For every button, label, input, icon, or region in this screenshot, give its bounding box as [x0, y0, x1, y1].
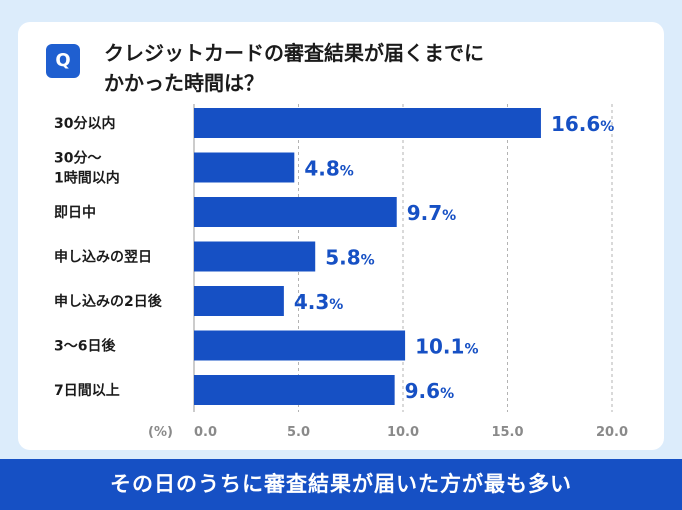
x-axis-unit-label: (%): [148, 425, 173, 440]
bars: [194, 108, 541, 405]
bar: [194, 152, 295, 183]
value-label: 4.8%: [304, 157, 353, 181]
category-label: 3〜6日後: [54, 338, 116, 355]
category-label: 申し込みの翌日: [54, 249, 152, 266]
value-label: 9.7%: [407, 201, 456, 225]
question-badge: Q: [46, 44, 80, 78]
category-label: 7日間以上: [54, 383, 120, 399]
footer-banner: その日のうちに審査結果が届いた方が最も多い: [0, 459, 682, 510]
bar: [194, 286, 284, 316]
bar: [194, 108, 541, 138]
value-label: 5.8%: [325, 246, 374, 270]
bar: [194, 241, 316, 272]
value-labels: 16.6% 4.8% 9.7% 5.8% 4.3% 10.1% 9.6%: [294, 112, 614, 403]
x-tick-label: 5.0: [287, 425, 310, 440]
x-tick-label: 20.0: [596, 425, 628, 440]
x-tick-label: 10.0: [387, 425, 419, 440]
value-label: 16.6%: [551, 112, 614, 136]
value-label: 10.1%: [415, 335, 478, 359]
bar: [194, 330, 406, 361]
category-label: 即日中: [54, 204, 96, 221]
x-tick-label: 0.0: [194, 425, 217, 440]
x-tick-label: 15.0: [491, 425, 523, 440]
bar: [194, 375, 395, 405]
question-line-2: かかった時間は？: [104, 71, 264, 95]
bar: [194, 197, 397, 227]
category-label: 30分〜: [54, 151, 101, 167]
category-label: 申し込みの2日後: [54, 293, 163, 310]
question-title: クレジットカードの審査結果が届くまでに かかった時間は？: [104, 38, 624, 98]
category-label: 30分以内: [54, 115, 115, 132]
value-label: 4.3%: [294, 290, 343, 314]
category-label: 1時間以内: [54, 170, 120, 187]
value-label: 9.6%: [405, 379, 454, 403]
question-line-1: クレジットカードの審査結果が届くまでに: [104, 41, 484, 65]
x-axis: (%) 0.0 5.0 10.0 15.0 20.0: [148, 425, 628, 440]
